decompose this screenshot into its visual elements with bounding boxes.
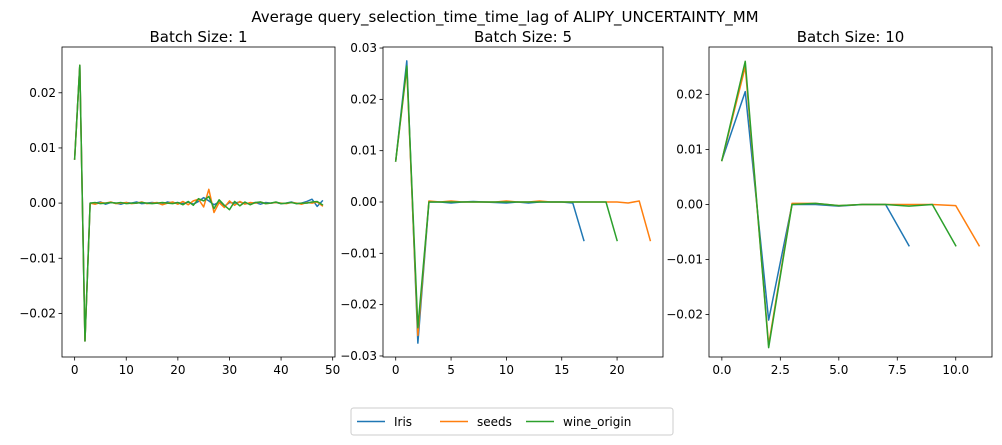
x-tick-label: 5.0 bbox=[829, 363, 848, 377]
y-tick-label: 0.03 bbox=[350, 41, 377, 55]
series-line-wine-origin bbox=[73, 64, 324, 342]
y-tick-label: 0.02 bbox=[676, 87, 703, 101]
legend-label-iris: Iris bbox=[394, 415, 412, 429]
y-tick-label: −0.03 bbox=[340, 349, 377, 363]
x-tick-label: 7.5 bbox=[888, 363, 907, 377]
subplot-title: Batch Size: 10 bbox=[797, 28, 905, 46]
subplot-2: Batch Size: 5 0 5 10 15 20 −0.03 −0.02 −0.01 0.00… bbox=[340, 28, 664, 377]
y-tick-label: 0.00 bbox=[350, 195, 377, 209]
subplot-1: Batch Size: 1 0 10 20 30 40 50 −0.02 −0.01 0.00 0.… bbox=[19, 28, 340, 377]
y-tick-label: −0.01 bbox=[666, 253, 703, 267]
subplot-title: Batch Size: 5 bbox=[474, 28, 572, 46]
x-tick-label: 0 bbox=[71, 363, 79, 377]
series-line-wine-origin bbox=[720, 60, 957, 349]
legend-label-wine-origin: wine_origin bbox=[563, 415, 631, 429]
x-tick-label: 0.0 bbox=[712, 363, 731, 377]
y-tick-label: −0.02 bbox=[19, 306, 56, 320]
y-tick-label: 0.00 bbox=[29, 196, 56, 210]
y-tick-label: 0.02 bbox=[29, 86, 56, 100]
x-tick-label: 40 bbox=[273, 363, 288, 377]
x-tick-label: 10.0 bbox=[942, 363, 969, 377]
subplot-title: Batch Size: 1 bbox=[149, 28, 247, 46]
x-tick-label: 20 bbox=[170, 363, 185, 377]
x-tick-label: 10 bbox=[499, 363, 514, 377]
series-line-wine-origin bbox=[394, 65, 618, 329]
x-tick-label: 10 bbox=[119, 363, 134, 377]
subplot-3: Batch Size: 10 0.0 2.5 5.0 7.5 10.0 −0.02 −0.01… bbox=[666, 28, 993, 377]
x-tick-label: 15 bbox=[554, 363, 569, 377]
y-tick-label: −0.01 bbox=[19, 251, 56, 265]
legend-box bbox=[350, 407, 674, 436]
x-tick-label: 2.5 bbox=[771, 363, 790, 377]
y-tick-label: −0.02 bbox=[666, 308, 703, 322]
axes-frame bbox=[61, 46, 336, 358]
figure-suptitle: Average query_selection_time_time_lag of… bbox=[251, 8, 758, 27]
y-tick-label: 0.02 bbox=[350, 92, 377, 106]
x-tick-label: 20 bbox=[609, 363, 624, 377]
legend: Iris seeds wine_origin bbox=[350, 407, 674, 436]
y-tick-label: −0.01 bbox=[340, 246, 377, 260]
x-tick-label: 30 bbox=[222, 363, 237, 377]
axes-frame bbox=[708, 46, 993, 358]
x-tick-label: 0 bbox=[392, 363, 400, 377]
y-tick-label: 0.01 bbox=[29, 141, 56, 155]
x-tick-label: 5 bbox=[447, 363, 455, 377]
subplots: Batch Size: 10 10 20 30 40 50−0.02−0.010.000.… bbox=[19, 28, 993, 377]
legend-label-seeds: seeds bbox=[477, 415, 512, 429]
y-tick-label: 0.01 bbox=[676, 142, 703, 156]
y-tick-label: 0.00 bbox=[676, 197, 703, 211]
y-tick-label: −0.02 bbox=[340, 298, 377, 312]
x-tick-label: 50 bbox=[325, 363, 340, 377]
y-tick-label: 0.01 bbox=[350, 144, 377, 158]
